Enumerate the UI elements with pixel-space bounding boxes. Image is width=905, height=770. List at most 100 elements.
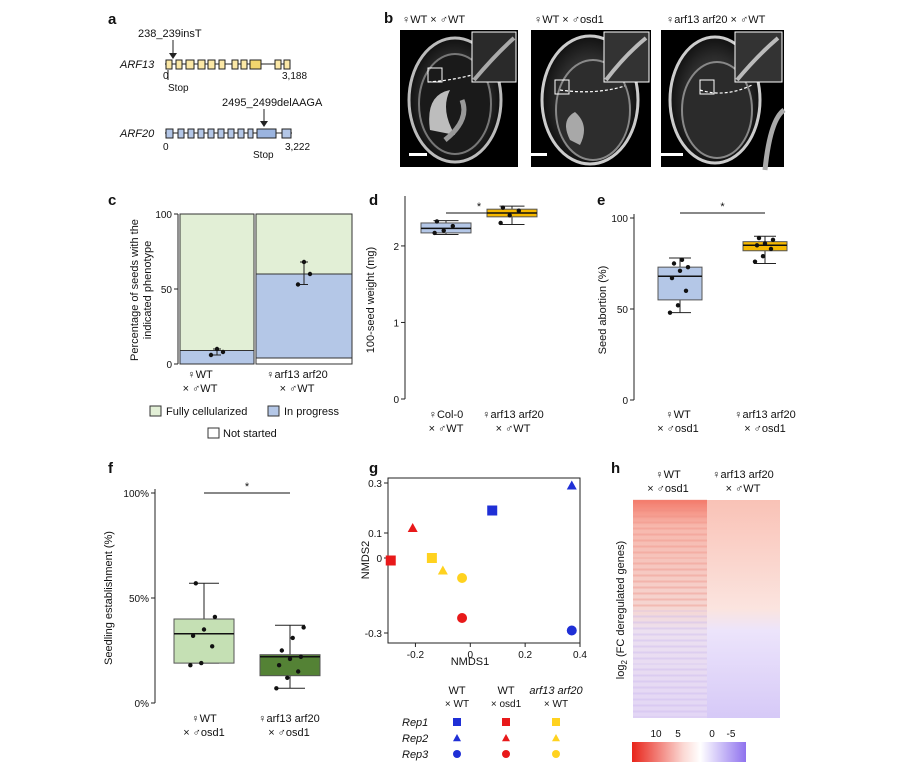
f-plot-point <box>209 644 215 649</box>
panel-b: b ♀WT × ♂WT ♀WT × ♂osd1 ♀arf13 arf20 × ♂… <box>384 10 786 171</box>
g-legend-marker <box>453 750 461 758</box>
g-legend-rep1: Rep1 <box>402 717 428 729</box>
panel-label-c: c <box>108 192 116 209</box>
f-plot-point <box>298 654 304 659</box>
f-xlabel-1a: ♀WT <box>191 713 217 725</box>
e-xlabel-1b: × ♂osd1 <box>657 423 699 435</box>
e-plot-point <box>756 235 762 241</box>
legend-swatch-fully <box>149 405 162 417</box>
h-scale-10: 10 <box>650 729 662 740</box>
arf13-start: 0 <box>163 71 169 82</box>
g-ytick-label: -0.3 <box>365 629 383 640</box>
e-plot-point <box>683 288 689 293</box>
d-xlabel-1b: × ♂WT <box>429 423 464 435</box>
micrograph-1 <box>400 30 518 167</box>
g-legend-col2a: WT <box>497 685 514 697</box>
h-color-scale <box>632 742 746 762</box>
e-plot-point <box>768 246 774 252</box>
panel-c: c Percentage of seeds with the indicated… <box>108 192 353 440</box>
g-xlabel: NMDS1 <box>451 656 490 668</box>
legend-swatch-notstarted <box>207 427 220 439</box>
g-xtick-label: -0.2 <box>407 650 425 661</box>
g-frame <box>387 477 581 644</box>
d-plot-ytick-label: 0 <box>393 395 399 406</box>
c-point <box>220 349 226 355</box>
g-point <box>457 613 468 623</box>
h-col1a: ♀WT <box>655 469 681 481</box>
f-plot-point <box>285 675 290 680</box>
panel-label-a: a <box>108 11 117 28</box>
c-xlabel-1b: × ♂WT <box>183 383 218 395</box>
panel-g: g NMDS2 NMDS1 -0.2 0 0.2 0.4 -0.3 0 0.1 0.3 WT … <box>360 460 587 761</box>
arf20-gene-model <box>165 128 292 139</box>
g-ytick-label: 0.3 <box>368 479 382 490</box>
d-plot-point <box>500 205 506 210</box>
g-legend: WT × WT WT × osd1 arf13 arf20 × WT Rep1 … <box>402 685 583 761</box>
arf20-arrowhead <box>260 121 268 127</box>
f-plot-point <box>274 686 279 691</box>
d-xlabel-2a: ♀arf13 arf20 <box>482 409 543 421</box>
d-plot-ytick-label: 1 <box>393 318 399 329</box>
arf20-end: 3,222 <box>285 142 310 153</box>
c-xlabel-2a: ♀arf13 arf20 <box>266 369 327 381</box>
g-legend-marker <box>502 718 510 726</box>
d-xlabel-2b: × ♂WT <box>496 423 531 435</box>
c-bar-segment <box>255 357 353 365</box>
f-plot: 0% 50% 100% * <box>123 481 321 710</box>
g-point <box>437 565 448 575</box>
panel-f: f Seedling establishment (%) 0%50%100%* … <box>103 460 321 739</box>
g-legend-col2b: × osd1 <box>491 699 522 710</box>
f-xlabel-1b: × ♂osd1 <box>183 727 225 739</box>
panel-label-d: d <box>369 192 378 209</box>
h-col1b: × ♂osd1 <box>647 483 689 495</box>
f-xlabel-2a: ♀arf13 arf20 <box>258 713 319 725</box>
d-xlabel-1a: ♀Col-0 <box>429 409 464 421</box>
g-point <box>487 505 498 516</box>
e-plot-point <box>671 261 677 266</box>
c-bar-segment <box>179 213 255 351</box>
g-ytick-label: 0.1 <box>368 529 382 540</box>
panel-label-e: e <box>597 192 605 209</box>
e-plot-ytick-label: 0 <box>622 396 628 407</box>
panel-h: h ♀WT × ♂osd1 ♀arf13 arf20 × ♂WT log2 (F… <box>611 460 780 762</box>
micrograph-3 <box>661 30 786 171</box>
micrograph-label-2: ♀WT × ♂osd1 <box>534 14 604 26</box>
arf13-gene-model <box>165 59 291 80</box>
f-xlabel-2b: × ♂osd1 <box>268 727 310 739</box>
d-plot-point <box>434 219 440 224</box>
f-plot-ytick-label: 0% <box>135 699 150 710</box>
f-plot-point <box>290 635 295 641</box>
c-point <box>301 259 307 265</box>
h-scale-0: 0 <box>709 729 715 740</box>
e-plot-point <box>762 241 768 246</box>
e-plot-sig-star: * <box>720 201 725 213</box>
e-plot-point <box>675 303 681 308</box>
f-plot-point <box>295 669 301 674</box>
f-plot-box <box>173 618 235 664</box>
e-plot-point <box>669 275 675 281</box>
h-ylabel: log2 (FC deregulated genes) <box>615 541 629 679</box>
f-plot-ytick-label: 50% <box>129 594 149 605</box>
f-plot-point <box>199 660 204 666</box>
e-plot-point <box>679 257 685 263</box>
f-plot-point <box>193 581 199 586</box>
arf13-end: 3,188 <box>282 71 307 82</box>
e-plot-point <box>754 243 760 248</box>
panel-label-h: h <box>611 460 620 477</box>
panel-d: d 100-seed weight (mg) 0 1 2 * ♀Col-0 × ♂WT… <box>365 192 544 435</box>
f-plot-point <box>276 663 282 668</box>
d-plot-point <box>432 230 437 236</box>
g-point <box>566 480 577 490</box>
c-point <box>295 282 301 287</box>
arf20-start: 0 <box>163 142 169 153</box>
g-ytick-label: 0 <box>376 554 382 565</box>
d-ylabel: 100-seed weight (mg) <box>365 247 377 353</box>
micrograph-label-3: ♀arf13 arf20 × ♂WT <box>666 14 766 26</box>
g-legend-col3b: × WT <box>544 699 568 710</box>
h-scale-neg5: -5 <box>727 729 736 740</box>
g-xtick-label: 0.4 <box>573 650 587 661</box>
c-ylabel-2: indicated phenotype <box>142 241 154 339</box>
d-plot-point <box>507 213 512 218</box>
